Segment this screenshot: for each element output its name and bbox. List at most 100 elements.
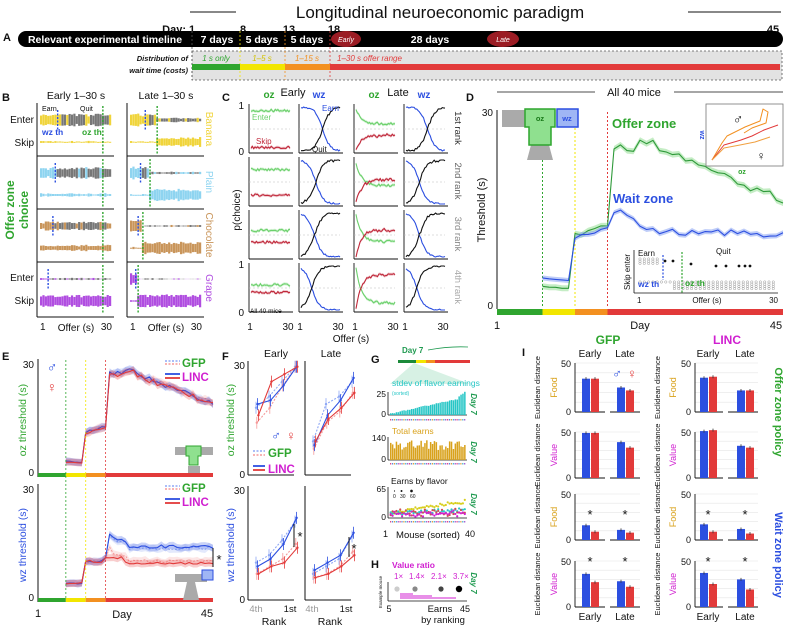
total-earns-bar [435,442,438,460]
mouse-id-mark [418,419,420,421]
flavor-earns-dot [404,513,407,516]
flavor-earns-dot [412,508,415,511]
enter-trial-mark [78,114,81,126]
skip-trial-mark [151,141,154,143]
skip-dot [677,287,681,291]
enter-trial-mark [132,166,135,180]
skip-trial-mark [87,140,90,144]
earn-dot [638,261,642,265]
skip-trial-mark [61,193,64,197]
skip-trial-mark [191,243,195,253]
y-tick: 0 [566,535,571,545]
enter-trial-mark [139,168,142,178]
flavor-earns-dot [463,508,466,511]
skip-trial-mark [56,141,59,143]
x-tick: 30 [101,322,113,333]
rank-label: 3rd rank [452,217,463,252]
flavor-earns-dot [433,509,436,512]
enter-trial-mark [144,225,147,227]
mouse-id-mark [424,463,426,465]
skip-trial-mark [144,241,147,255]
mouse-id-mark [452,521,454,523]
stdev-bar [452,400,455,415]
phase-bar [435,360,470,363]
male-bar [700,377,708,412]
skip-trial-mark [175,191,178,199]
skip-curve [355,177,396,202]
oz-header: oz [368,90,379,101]
total-earns-bar [460,446,462,460]
subplot-title: Total earns [392,426,434,436]
skip-trial-mark [165,138,168,146]
enter-curve [250,228,291,233]
quit-dot [671,259,675,263]
mouse-id-mark [429,463,432,465]
skip-trial-mark [70,140,74,144]
female-trajectory [711,136,771,161]
y-tick: 1 [238,260,244,271]
flavor-earns-dot [418,506,421,510]
flavor-label: Banana [203,112,214,147]
enter-trial-mark [97,222,100,230]
female-bar [746,447,754,478]
flavor-earns-dot [420,511,423,514]
x-tick: 30 [769,296,778,305]
female-symbol: ♀ [757,149,766,163]
mouse-id-mark [448,463,451,465]
female-bar [709,531,717,540]
enter-trial-mark [51,221,55,231]
mouse-id-mark [452,419,454,421]
enter-trial-mark [73,278,76,280]
phase-bar [105,473,213,477]
x-axis-label: Rank [318,616,343,628]
flavor-earns-dot [399,512,402,515]
skip-trial-mark [156,189,159,201]
flavor-earns-dot [412,511,415,515]
panel-label: E [2,351,9,363]
skip-dot [733,287,737,291]
skip-trial-mark [130,300,133,302]
enter-trial-mark [82,278,86,280]
error-band [356,161,395,188]
mouse-id-mark [418,463,420,465]
stdev-bar [414,408,417,415]
x-axis-label: Offer (s) [692,296,722,305]
enter-trial-mark [85,167,88,179]
flavor-earns-dot [404,509,407,512]
late-label: Late [496,37,510,44]
skip-trial-mark [132,300,135,302]
skip-trial-mark [137,247,140,249]
legend-gfp: GFP [182,358,206,370]
flavor-earns-dot [402,512,406,515]
skip-trial-mark [187,296,190,306]
skip-trial-mark [170,138,173,146]
skip-dot [767,287,771,291]
total-earns-bar [412,446,415,460]
ratio-label: 1× [394,572,403,581]
y-tick: 50 [561,428,571,438]
flavor-earns-dot [393,510,396,513]
enter-trial-mark [184,172,187,174]
skip-trial-mark [106,194,109,196]
skip-trial-mark [184,243,187,253]
mouse-id-mark [390,419,392,421]
mouse-id-mark [464,463,466,465]
skip-trial-mark [160,138,164,146]
mouse-id-mark [405,463,407,465]
significance-star: * [705,507,710,522]
skip-dot [694,287,698,291]
early-marker [331,31,361,47]
skip-trial-mark [146,194,149,196]
enter-trial-mark [47,278,50,280]
enter-trial-mark [68,168,71,178]
skip-label: Skip [15,296,35,307]
mouse-id-mark [390,521,392,523]
enter-trial-mark [170,117,173,123]
flavor-earns-dot [435,513,438,516]
skip-trial-mark [177,295,180,307]
mouse-id-mark [414,463,416,465]
skip-trial-mark [42,193,45,197]
flavor-earns-dot [446,501,449,504]
ratio-label: 3.7× [453,572,469,581]
skip-trial-mark [191,295,195,307]
